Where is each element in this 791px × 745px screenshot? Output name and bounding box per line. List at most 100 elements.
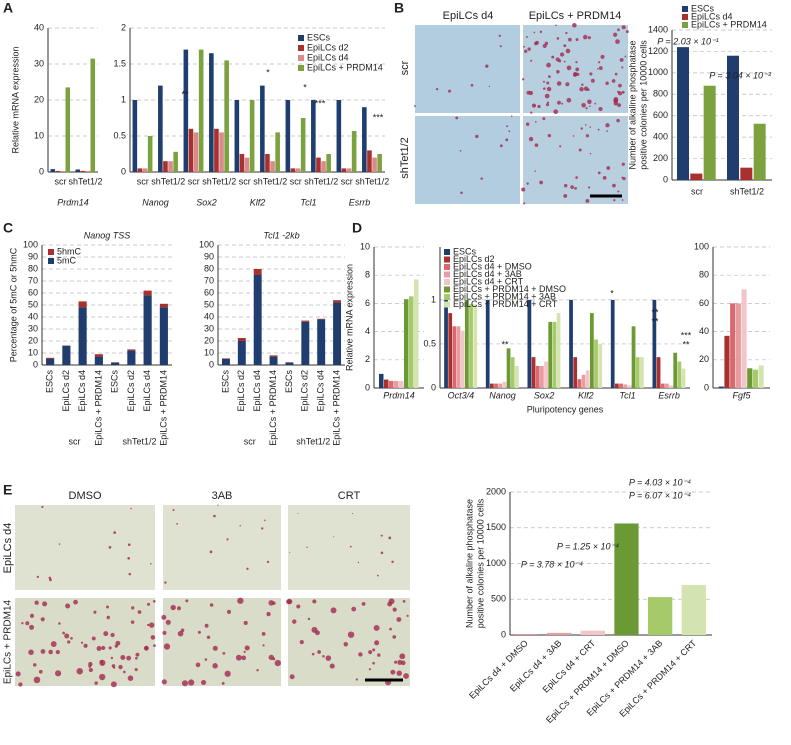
colony <box>531 103 537 108</box>
colony <box>330 607 337 614</box>
colony <box>555 24 557 27</box>
bar <box>60 170 65 172</box>
colony <box>243 620 248 626</box>
colony <box>296 604 301 609</box>
colony <box>621 162 625 166</box>
colony <box>50 641 57 647</box>
bar-segment <box>143 295 152 365</box>
y-tick-label: 40 <box>699 326 709 336</box>
colony <box>161 614 167 620</box>
y-tick-label: 0 <box>209 359 214 369</box>
colony <box>355 678 358 681</box>
bar <box>389 380 394 388</box>
bar <box>311 100 316 172</box>
bar <box>615 383 619 388</box>
colony <box>83 643 88 648</box>
annotation: P = 4.03 × 10⁻⁴ <box>629 477 691 487</box>
colony <box>546 81 550 85</box>
bar <box>75 169 80 172</box>
colony <box>406 614 409 617</box>
bar-segment <box>333 300 342 303</box>
bar <box>614 523 639 635</box>
colony <box>615 39 620 44</box>
x-tick-label: EpiLCs d2 <box>126 370 136 412</box>
colony <box>590 78 595 83</box>
bar <box>531 357 536 388</box>
bar <box>80 170 85 172</box>
bar <box>547 632 572 635</box>
legend-swatch <box>682 6 688 12</box>
legend-label: EpiLCs + PRDM14 + CRT <box>453 299 558 309</box>
group-label: Sox2 <box>196 197 217 207</box>
bar-segment <box>221 358 230 359</box>
bar <box>316 157 321 172</box>
colony <box>617 103 622 107</box>
y-tick-label: 2000 <box>486 486 506 496</box>
bar-segment <box>317 318 326 320</box>
colony <box>606 130 609 132</box>
colony <box>617 28 620 32</box>
colony <box>534 143 539 147</box>
colony <box>396 670 402 676</box>
bar <box>740 167 753 180</box>
x-tick-label: Oct3/4 <box>448 390 475 400</box>
x-axis-label: Pluripotency genes <box>527 404 604 414</box>
y-tick-label: 80 <box>204 263 214 273</box>
y-tick-label: 70 <box>28 275 38 285</box>
colony <box>584 124 587 126</box>
bar <box>336 100 342 172</box>
y-axis-label: Number of alkaline phosphatase <box>627 40 637 169</box>
bar <box>260 85 265 172</box>
colony <box>152 599 156 603</box>
bar <box>627 385 632 388</box>
colony <box>108 546 112 549</box>
colony <box>376 574 379 577</box>
bar <box>234 100 240 172</box>
x-tick-label: Klf2 <box>578 390 594 400</box>
bar-segment <box>62 345 71 365</box>
colony <box>224 670 231 677</box>
legend-swatch <box>444 264 450 270</box>
colony <box>165 619 171 625</box>
colony <box>392 607 397 612</box>
x-tick-label: scr <box>137 176 149 186</box>
panel-label: D <box>352 220 362 236</box>
colony <box>91 636 96 641</box>
colony <box>62 631 66 635</box>
bar <box>90 58 95 172</box>
colony <box>226 609 231 614</box>
colony <box>606 166 611 170</box>
y-tick-label: 500 <box>491 594 506 604</box>
row-label: EpiLCs + PRDM14 <box>3 599 14 684</box>
annotation: ** <box>651 316 659 326</box>
x-tick-label: EpiLCs + PRDM14 <box>93 370 103 446</box>
colony <box>622 176 626 181</box>
bar <box>158 85 163 172</box>
bar <box>619 383 623 388</box>
bar <box>490 383 494 388</box>
colony <box>580 127 583 130</box>
colony <box>25 621 30 626</box>
colony <box>587 36 591 40</box>
colony <box>58 622 61 625</box>
colony <box>598 106 603 112</box>
colony <box>110 681 117 688</box>
colony <box>120 654 126 660</box>
colony <box>539 30 543 34</box>
colony <box>266 560 270 564</box>
colony <box>143 645 149 651</box>
bar-segment <box>111 362 120 365</box>
bar <box>285 100 291 172</box>
colony <box>372 661 375 665</box>
colony <box>585 134 590 138</box>
bar <box>727 55 739 180</box>
colony <box>101 663 104 666</box>
colony <box>573 72 577 77</box>
colony <box>94 681 98 685</box>
bar <box>673 352 678 388</box>
bar <box>224 60 229 172</box>
bar <box>188 128 194 172</box>
colony <box>48 649 53 655</box>
annotation: ** <box>682 339 690 349</box>
colony <box>618 83 622 88</box>
